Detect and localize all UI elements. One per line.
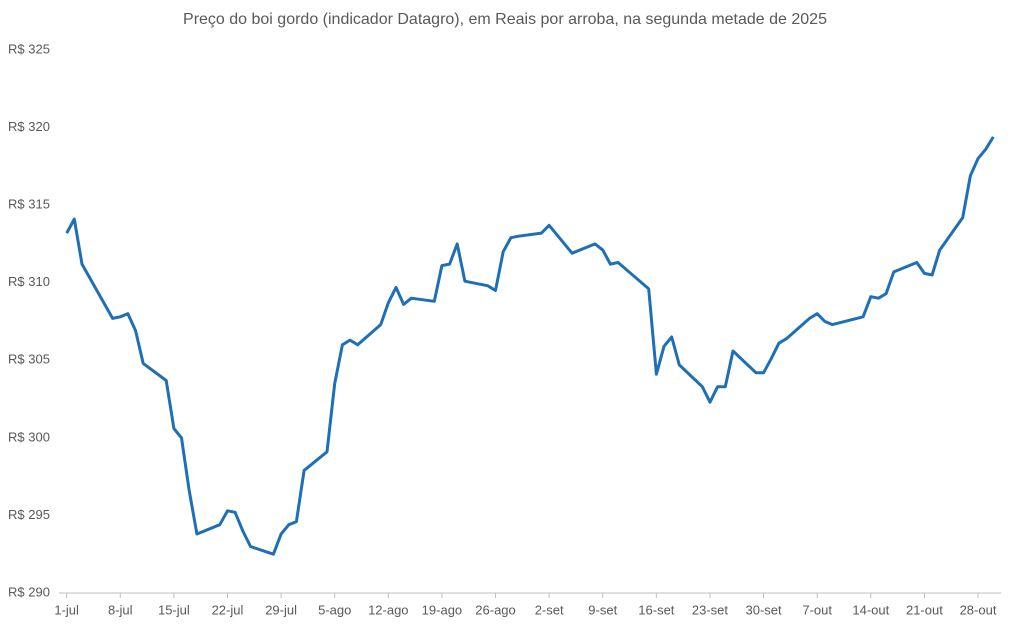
x-tick-label: 1-jul <box>54 602 79 617</box>
x-tick-label: 23-set <box>692 602 729 617</box>
x-tick-label: 5-ago <box>318 602 351 617</box>
x-tick-label: 21-out <box>906 602 943 617</box>
x-tick-label: 9-set <box>588 602 617 617</box>
x-tick-label: 29-jul <box>265 602 297 617</box>
x-tick-label: 19-ago <box>422 602 462 617</box>
y-tick-label: R$ 305 <box>8 352 50 367</box>
price-line <box>65 136 995 556</box>
x-tick-label: 7-out <box>802 602 832 617</box>
y-tick-label: R$ 300 <box>8 429 50 444</box>
y-tick-label: R$ 320 <box>8 119 50 134</box>
x-tick-label: 16-set <box>638 602 675 617</box>
x-tick-label: 22-jul <box>212 602 244 617</box>
x-tick-label: 28-out <box>960 602 997 617</box>
y-tick-label: R$ 315 <box>8 197 50 212</box>
y-tick-label: R$ 295 <box>8 507 50 522</box>
x-tick-label: 2-set <box>535 602 564 617</box>
x-tick-label: 8-jul <box>108 602 133 617</box>
chart-title: Preço do boi gordo (indicador Datagro), … <box>183 11 827 28</box>
x-tick-label: 15-jul <box>158 602 190 617</box>
x-tick-label: 14-out <box>852 602 889 617</box>
x-tick-label: 30-set <box>746 602 783 617</box>
y-tick-label: R$ 290 <box>8 584 50 599</box>
y-tick-label: R$ 325 <box>8 41 50 56</box>
x-tick-label: 12-ago <box>368 602 408 617</box>
x-tick-label: 26-ago <box>475 602 515 617</box>
y-tick-label: R$ 310 <box>8 274 50 289</box>
